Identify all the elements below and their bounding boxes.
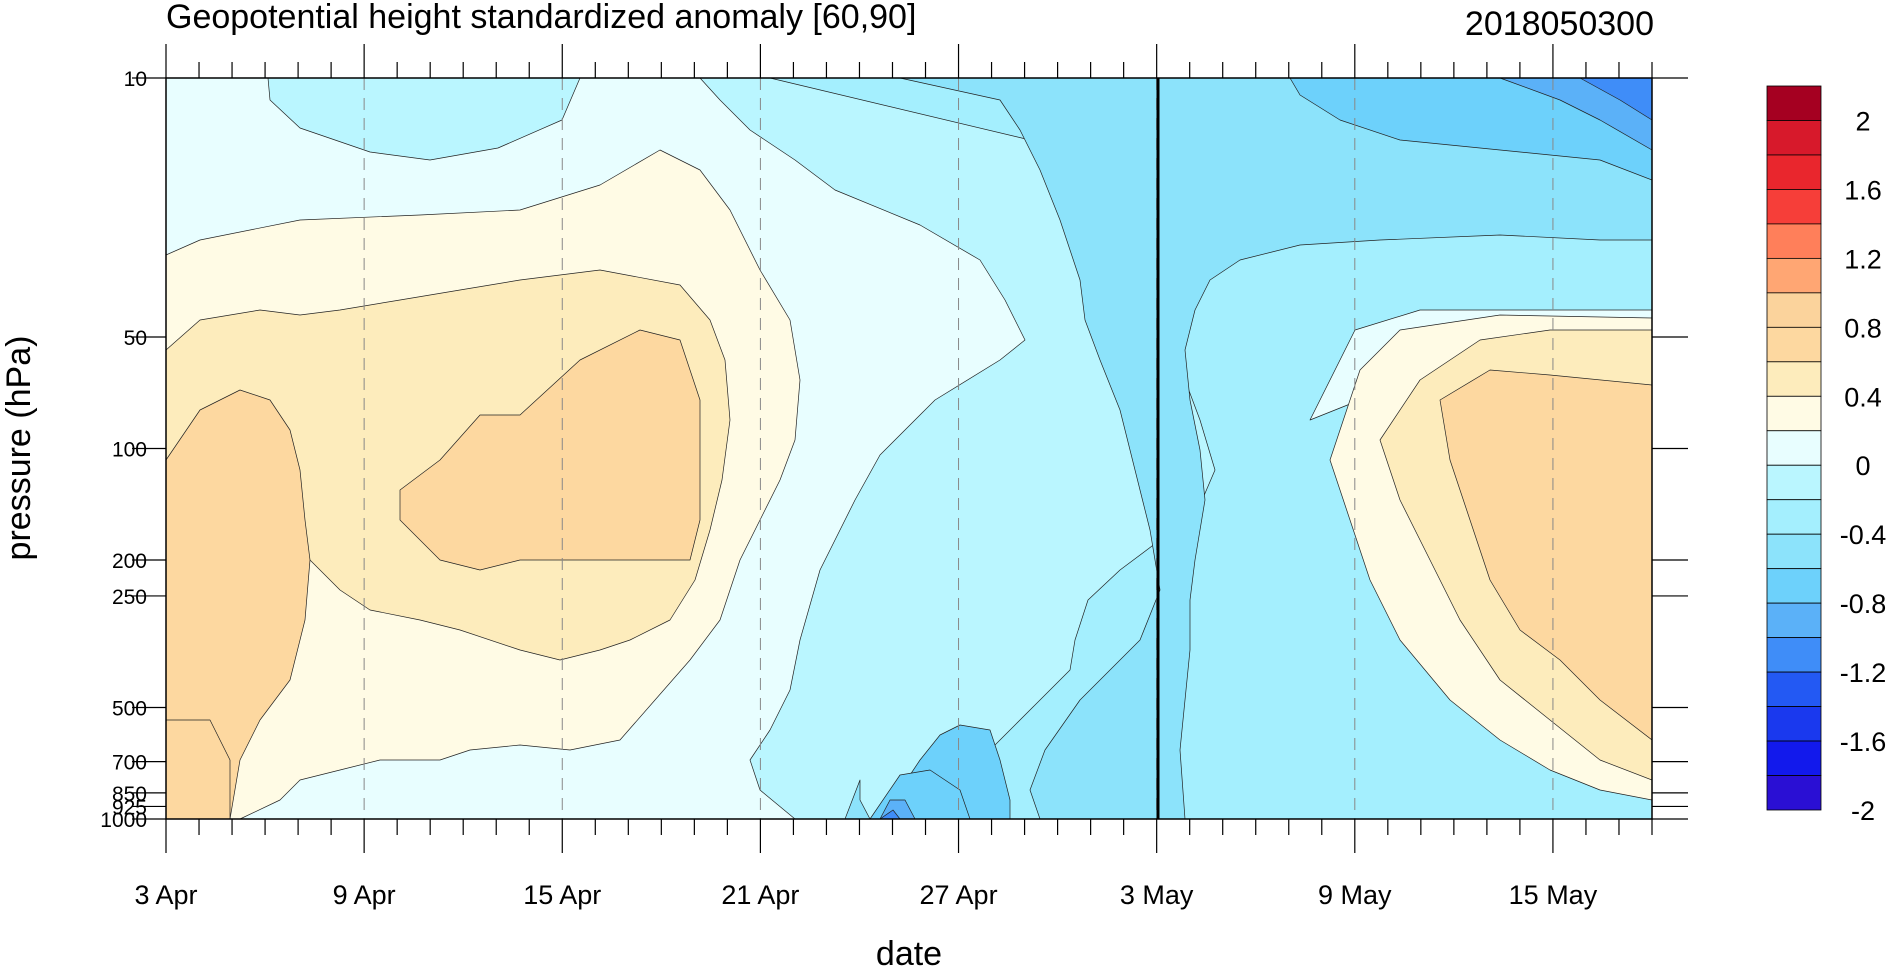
colorbar-swatch (1766, 706, 1822, 742)
colorbar-swatch (1766, 361, 1822, 397)
colorbar-swatch (1766, 568, 1822, 604)
contour-band-p0.6 (165, 389, 311, 820)
y-axis-title: pressure (hPa) (0, 336, 38, 561)
colorbar-label: 1.6 (1844, 175, 1882, 205)
colorbar-label: 0 (1855, 451, 1870, 481)
contour-band-p0.6 (1439, 369, 1653, 741)
colorbar-swatch (1766, 671, 1822, 707)
contour-band-p0.6 (399, 329, 701, 571)
y-tick-label: 200 (112, 550, 147, 573)
colorbar-swatch (1766, 326, 1822, 363)
contour-fills (165, 77, 1653, 820)
x-axis: 3 Apr 9 Apr 15 Apr 21 Apr 27 Apr 3 May 9 May 15… (134, 44, 1653, 910)
x-tick-label: 15 Apr (523, 880, 601, 910)
y-tick-label: 250 (112, 586, 147, 609)
colorbar-swatch (1766, 257, 1822, 294)
colorbar-label: -2 (1851, 796, 1875, 826)
y-tick-label: 500 (112, 697, 147, 720)
colorbar-label: -1.6 (1840, 727, 1887, 757)
colorbar-swatch (1766, 775, 1822, 811)
colorbar-label: 1.2 (1844, 244, 1882, 274)
colorbar-label: -0.4 (1840, 520, 1887, 550)
colorbar-label: 0.4 (1844, 382, 1882, 412)
x-tick-label: 21 Apr (721, 880, 799, 910)
colorbar-swatch (1766, 395, 1822, 432)
colorbar: 2 1.6 1.2 0.8 0.4 0 -0.4 -0.8 -1.2 -1.6 -2 (1766, 85, 1887, 826)
colorbar-label: -0.8 (1840, 589, 1887, 619)
x-axis-title: date (876, 935, 942, 969)
y-tick-label: 700 (112, 752, 147, 775)
colorbar-swatch (1766, 223, 1822, 259)
chart-date-stamp: 2018050300 (1465, 5, 1654, 43)
x-tick-label: 3 Apr (134, 880, 197, 910)
colorbar-swatch (1766, 85, 1822, 121)
y-tick-label: 10 (124, 68, 147, 91)
chart-title: Geopotential height standardized anomaly… (166, 0, 916, 36)
colorbar-swatch (1766, 740, 1822, 776)
colorbar-swatch (1766, 189, 1822, 225)
colorbar-swatch (1766, 430, 1822, 466)
contour-band-n0.2 (267, 77, 581, 161)
colorbar-label: -1.2 (1840, 658, 1887, 688)
colorbar-label: 0.8 (1844, 313, 1882, 343)
y-tick-label: 850 (112, 783, 147, 806)
colorbar-swatch (1766, 464, 1822, 501)
colorbar-label: 2 (1855, 106, 1870, 136)
y-tick-label: 100 (112, 439, 147, 462)
colorbar-swatch (1766, 602, 1822, 639)
y-tick-label: 50 (124, 327, 147, 350)
contour-band-n0.6 (899, 77, 1653, 820)
colorbar-swatch (1766, 292, 1822, 328)
colorbar-swatch (1766, 120, 1822, 156)
colorbar-swatch (1766, 637, 1822, 673)
y-tick-label: 1000 (100, 809, 147, 832)
x-tick-label: 9 Apr (333, 880, 396, 910)
colorbar-swatch (1766, 533, 1822, 570)
x-tick-label: 9 May (1318, 880, 1392, 910)
x-tick-label: 15 May (1509, 880, 1598, 910)
colorbar-swatch (1766, 499, 1822, 535)
colorbar-swatch (1766, 154, 1822, 190)
x-tick-label: 27 Apr (920, 880, 998, 910)
y-tick-label: 925 (112, 796, 147, 819)
x-tick-label: 3 May (1120, 880, 1194, 910)
